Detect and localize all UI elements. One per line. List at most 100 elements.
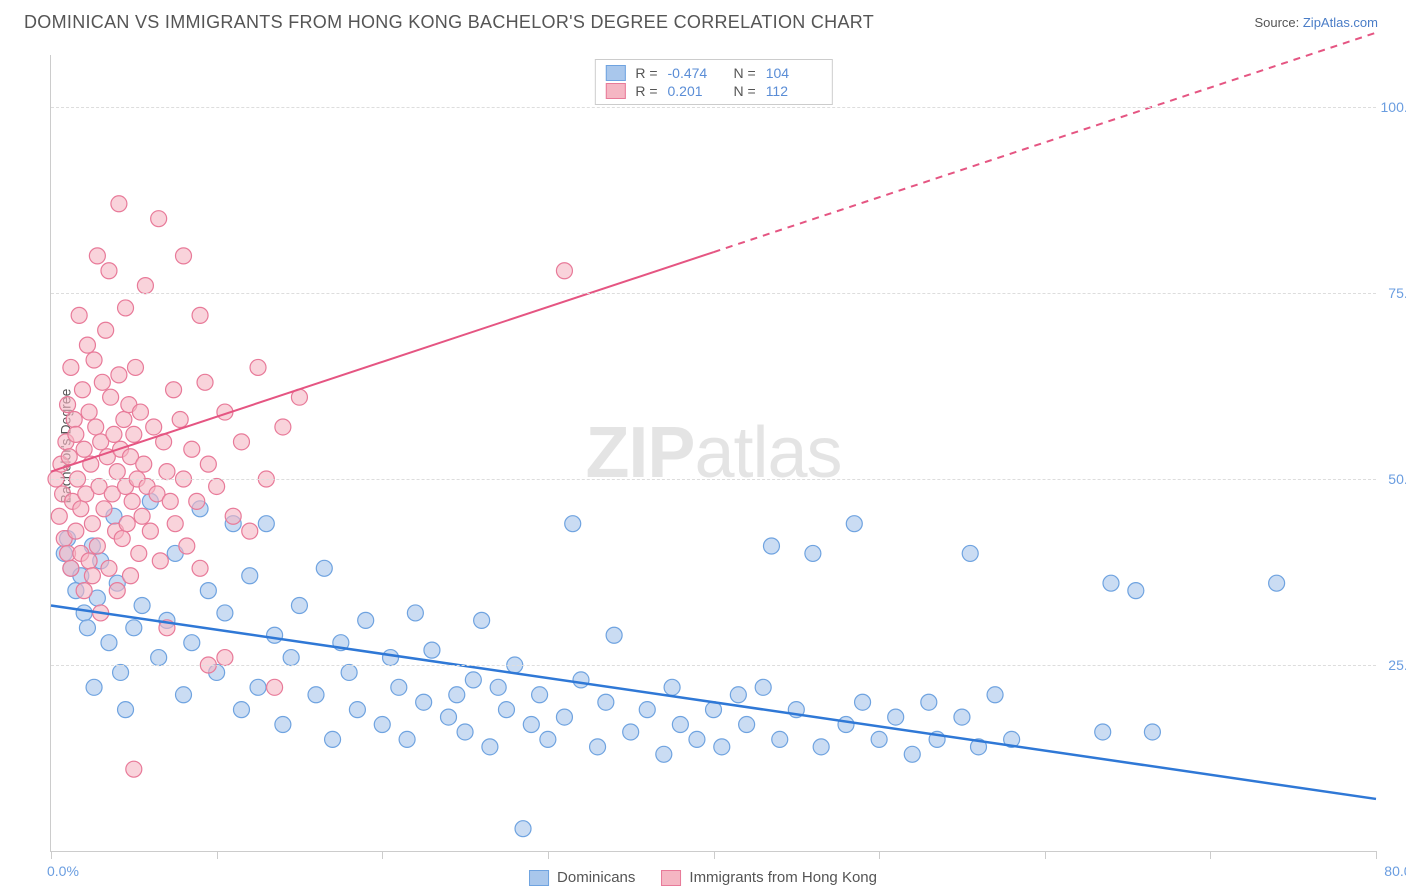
scatter-point [457,724,473,740]
scatter-point [391,679,407,695]
scatter-point [111,196,127,212]
scatter-point [119,516,135,532]
scatter-point [60,397,76,413]
n-value-hongkong: 112 [766,83,822,99]
scatter-point [116,412,132,428]
xtick [382,851,383,859]
gridline-h [51,479,1376,480]
scatter-point [192,307,208,323]
scatter-point [123,568,139,584]
scatter-point [217,605,233,621]
scatter-point [598,694,614,710]
legend-swatch-blue [605,65,625,81]
scatter-point [63,560,79,576]
scatter-point [51,508,67,524]
source-link[interactable]: ZipAtlas.com [1303,15,1378,30]
scatter-point [126,620,142,636]
legend-label-dominicans: Dominicans [557,869,635,886]
scatter-point [176,248,192,264]
scatter-point [349,702,365,718]
scatter-point [209,478,225,494]
scatter-point [258,516,274,532]
chart-plot-area: ZIPatlas R = -0.474 N = 104 R = 0.201 N … [50,55,1376,852]
scatter-point [730,687,746,703]
scatter-point [275,419,291,435]
scatter-point [1103,575,1119,591]
scatter-point [1269,575,1285,591]
scatter-point [672,717,688,733]
scatter-point [76,605,92,621]
scatter-point [76,441,92,457]
scatter-point [283,650,299,666]
header: DOMINICAN VS IMMIGRANTS FROM HONG KONG B… [0,0,1406,41]
scatter-point [813,739,829,755]
scatter-point [358,612,374,628]
scatter-point [233,434,249,450]
scatter-point [888,709,904,725]
scatter-point [167,516,183,532]
scatter-point [76,583,92,599]
scatter-point [197,374,213,390]
scatter-point [772,731,788,747]
legend-item-hongkong: Immigrants from Hong Kong [661,869,877,886]
scatter-point [189,493,205,509]
scatter-point [114,531,130,547]
scatter-point [96,501,112,517]
scatter-point [482,739,498,755]
ytick-label: 100.0% [1381,99,1406,115]
scatter-point [184,635,200,651]
scatter-point [68,523,84,539]
r-value-hongkong: 0.201 [668,83,724,99]
gridline-h [51,293,1376,294]
scatter-point [474,612,490,628]
scatter-point [1128,583,1144,599]
scatter-point [79,337,95,353]
scatter-point [838,717,854,733]
scatter-point [805,545,821,561]
scatter-point [184,441,200,457]
scatter-point [689,731,705,747]
gridline-h [51,665,1376,666]
chart-title: DOMINICAN VS IMMIGRANTS FROM HONG KONG B… [24,12,874,33]
scatter-point [291,598,307,614]
scatter-point [137,278,153,294]
scatter-point [71,307,87,323]
scatter-point [86,352,102,368]
scatter-point [113,664,129,680]
scatter-point [846,516,862,532]
scatter-point [134,508,150,524]
scatter-point [98,322,114,338]
xaxis-max-label: 80.0% [1384,863,1406,879]
xtick [1210,851,1211,859]
scatter-point [416,694,432,710]
scatter-point [267,627,283,643]
scatter-point [498,702,514,718]
scatter-point [166,382,182,398]
xtick [1376,851,1377,859]
r-label-2: R = [635,83,657,99]
scatter-point [118,300,134,316]
scatter-point [441,709,457,725]
scatter-point [855,694,871,710]
scatter-point [79,620,95,636]
scatter-point [81,553,97,569]
scatter-point [84,516,100,532]
source-attribution: Source: ZipAtlas.com [1254,15,1378,30]
scatter-point [118,702,134,718]
legend-swatch-hongkong [661,870,681,886]
scatter-point [565,516,581,532]
scatter-point [755,679,771,695]
scatter-point [904,746,920,762]
scatter-point [714,739,730,755]
legend-label-hongkong: Immigrants from Hong Kong [689,869,877,886]
scatter-point [142,523,158,539]
scatter-point [515,821,531,837]
scatter-point [639,702,655,718]
scatter-point [124,493,140,509]
scatter-point [316,560,332,576]
scatter-point [101,263,117,279]
scatter-point [623,724,639,740]
scatter-point [162,493,178,509]
scatter-point [84,568,100,584]
legend-correlation-stats: R = -0.474 N = 104 R = 0.201 N = 112 [594,59,832,105]
